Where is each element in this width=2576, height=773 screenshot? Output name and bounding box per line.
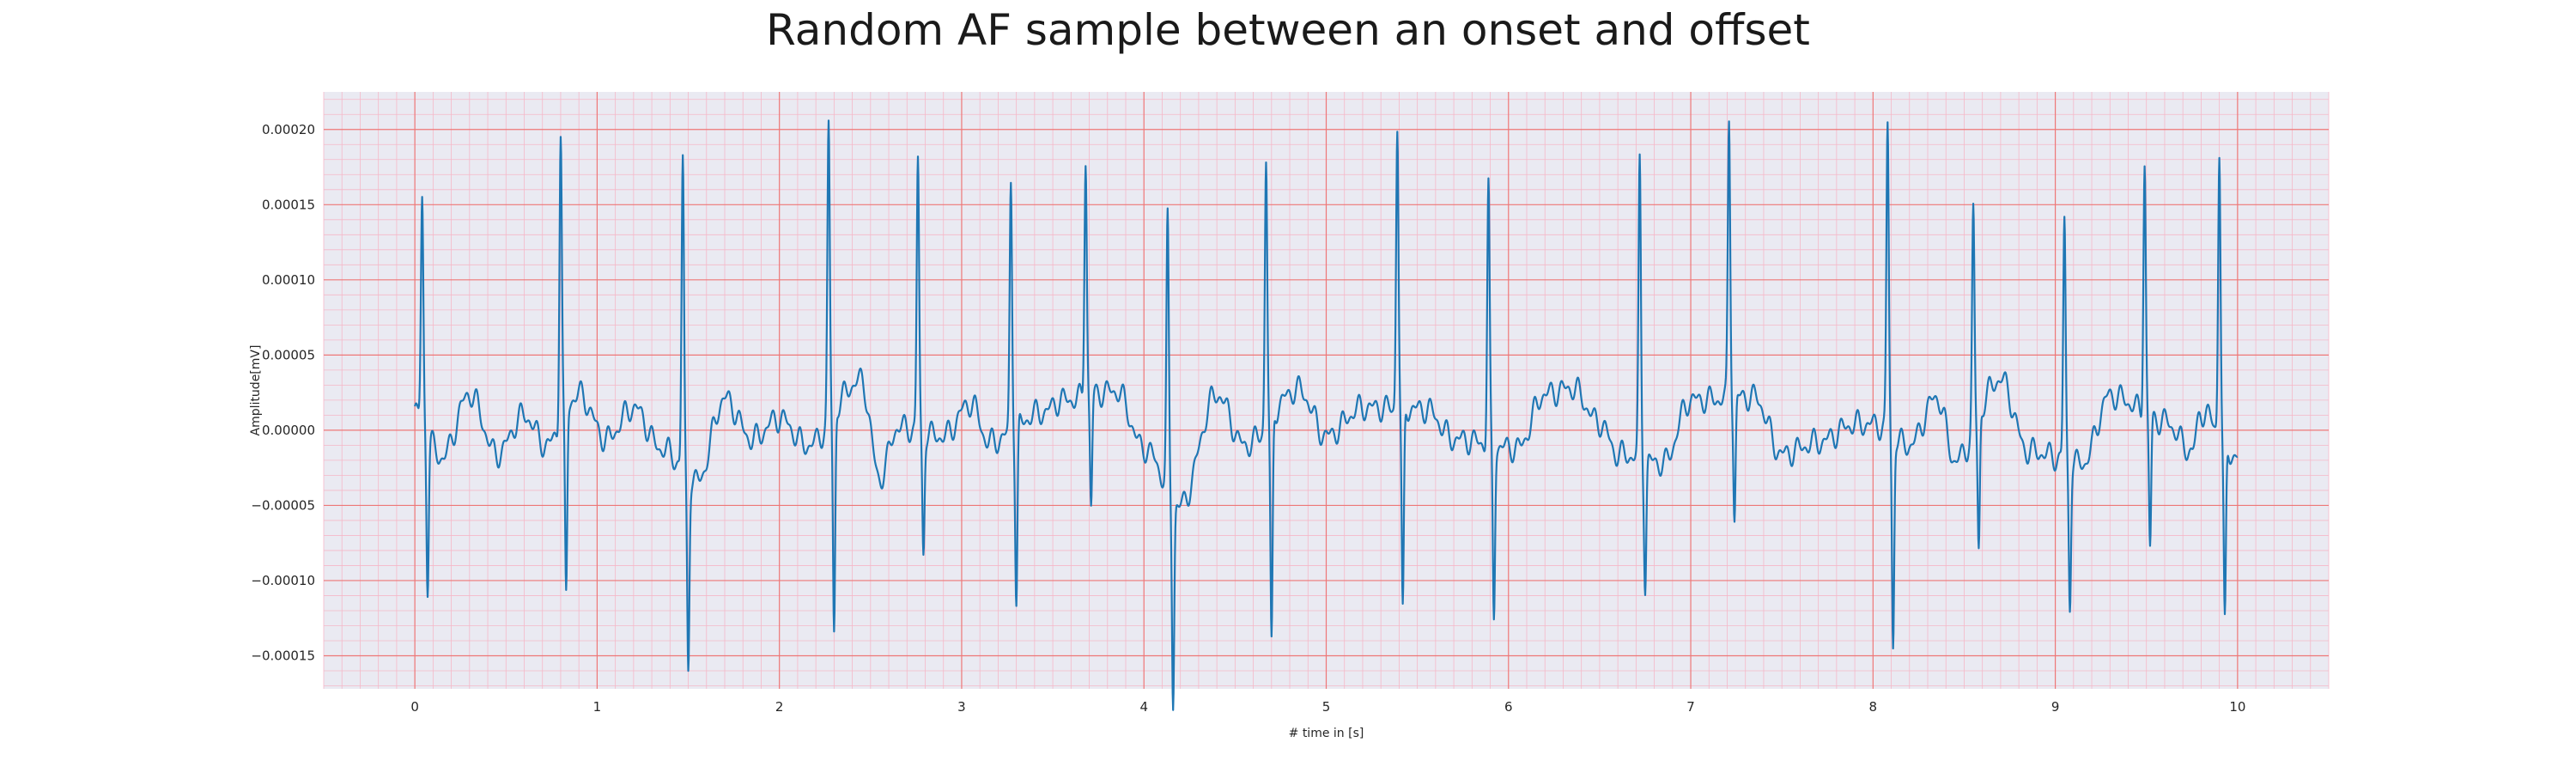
x-tick-label: 3 <box>957 699 966 715</box>
y-tick-label: 0.00015 <box>262 197 315 212</box>
y-tick-label: −0.00005 <box>251 497 315 513</box>
x-tick-label: 2 <box>775 699 784 715</box>
x-tick-label: 5 <box>1322 699 1331 715</box>
x-tick-label: 0 <box>410 699 419 715</box>
x-tick-label: 8 <box>1869 699 1878 715</box>
x-axis-label: # time in [s] <box>1289 727 1364 740</box>
y-tick-label: 0.00000 <box>262 423 315 438</box>
y-tick-label: 0.00005 <box>262 347 315 362</box>
y-tick-label: 0.00020 <box>262 122 315 137</box>
y-tick-labels: 0.00020 0.00015 0.00010 0.00005 0.00000 −0.00… <box>251 122 315 664</box>
x-tick-label: 1 <box>593 699 602 715</box>
y-axis-label: Amplitude[mV] <box>249 345 263 436</box>
y-tick-label: −0.00010 <box>251 573 315 588</box>
y-tick-label: −0.00015 <box>251 648 315 663</box>
major-grid <box>324 92 2329 689</box>
y-tick-label: 0.00010 <box>262 272 315 288</box>
x-tick-labels: 0 1 2 3 4 5 6 7 8 9 10 <box>410 699 2245 715</box>
x-tick-label: 9 <box>2051 699 2060 715</box>
x-tick-label: 6 <box>1504 699 1513 715</box>
series-layer <box>414 119 2239 711</box>
x-tick-label: 7 <box>1686 699 1695 715</box>
chart-title: Random AF sample between an onset and of… <box>766 5 1810 55</box>
x-tick-label: 4 <box>1139 699 1148 715</box>
ecg-series-line <box>414 119 2239 711</box>
x-tick-label: 10 <box>2229 699 2245 715</box>
